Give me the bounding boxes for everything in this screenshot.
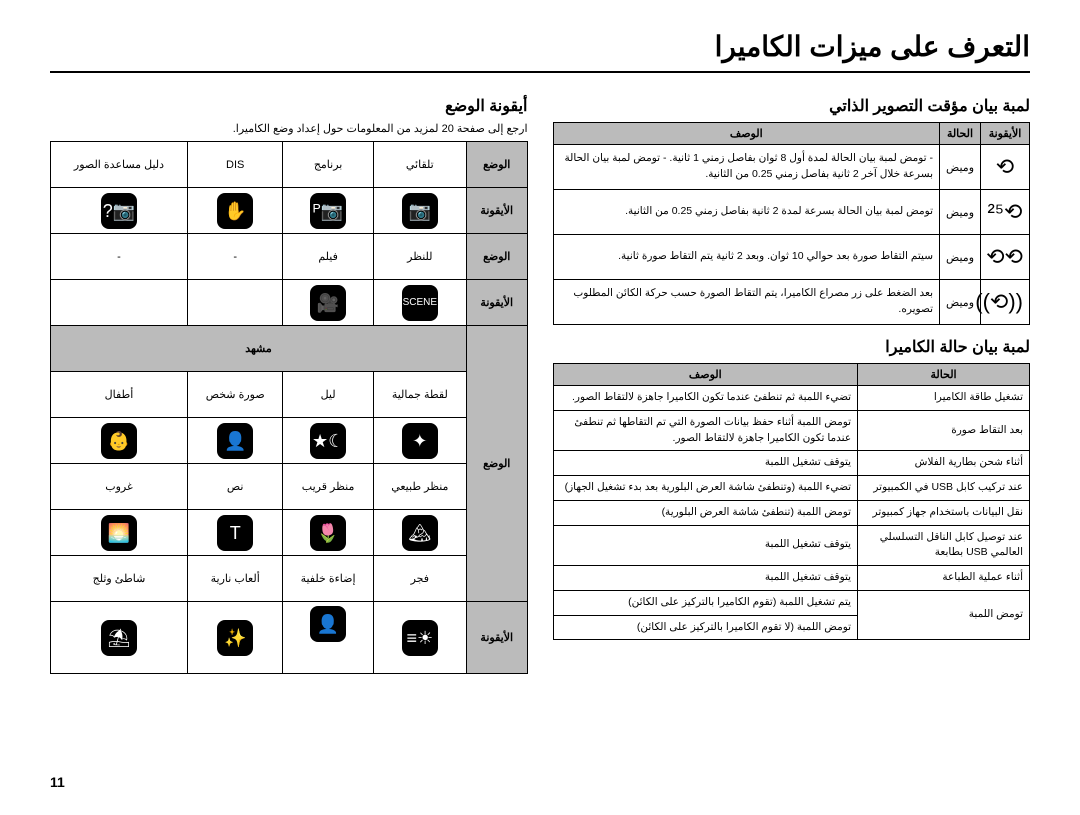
status-desc: يتوقف تشغيل اللمبة <box>553 451 858 476</box>
mode-cell: تلقائي <box>373 142 466 188</box>
mode-cell: شاطئ وثلج <box>51 556 188 602</box>
mode-hdr: الوضع <box>466 234 527 280</box>
status-desc: تضيء اللمبة ثم تنطفئ عندما تكون الكاميرا… <box>553 386 858 411</box>
timer-state: وميض <box>940 190 981 235</box>
mode-cell: غروب <box>51 464 188 510</box>
mode-table-1: الوضع تلقائي برنامج DIS دليل مساعدة الصو… <box>50 141 528 674</box>
timer-desc: سيتم التقاط صورة بعد حوالي 10 ثوان. وبعد… <box>553 235 940 280</box>
mode-cell: للنظر <box>373 234 466 280</box>
status-state: عند توصيل كابل الناقل التسلسلي العالمي U… <box>858 525 1030 566</box>
timer-table: الأيقونة الحالة الوصف ⟲ وميض - تومض لمبة… <box>553 122 1031 325</box>
mode-cell <box>51 280 188 326</box>
night-icon: ☾★ <box>310 423 346 459</box>
camera-icon: 📷 <box>402 193 438 229</box>
status-section-title: لمبة بيان حالة الكاميرا <box>553 337 1031 357</box>
status-state: أثناء عملية الطباعة <box>858 566 1030 591</box>
mode-cell: إضاءة خلفية <box>283 556 373 602</box>
mode-cell: دليل مساعدة الصور <box>51 142 188 188</box>
status-desc: تومض اللمبة أثناء حفظ بيانات الصورة التي… <box>553 410 858 451</box>
mode-cell: فجر <box>373 556 466 602</box>
status-state: أثناء شحن بطارية الفلاش <box>858 451 1030 476</box>
status-state: نقل البيانات باستخدام جهاز كمبيوتر <box>858 500 1030 525</box>
mode-cell: أطفال <box>51 372 188 418</box>
mode-cell: نص <box>187 464 283 510</box>
left-column: أيقونة الوضع ارجع إلى صفحة 20 لمزيد من ا… <box>50 88 528 686</box>
status-state: تومض اللمبة <box>858 590 1030 640</box>
mode-cell: منظر قريب <box>283 464 373 510</box>
mode-cell: منظر طبيعي <box>373 464 466 510</box>
mode-cell: فيلم <box>283 234 373 280</box>
beauty-icon: ✦ <box>402 423 438 459</box>
dawn-icon: ☀≡ <box>402 620 438 656</box>
status-desc: تومض اللمبة (تنطفئ شاشة العرض البلورية) <box>553 500 858 525</box>
mode-hdr: الأيقونة <box>466 188 527 234</box>
mode-cell: ألعاب نارية <box>187 556 283 602</box>
timer-desc: تومض لمبة بيان الحالة بسرعة لمدة 2 ثانية… <box>553 190 940 235</box>
sunset-icon: 🌅 <box>101 515 137 551</box>
status-desc: يتوقف تشغيل اللمبة <box>553 566 858 591</box>
mode-cell: ليل <box>283 372 373 418</box>
status-state: تشغيل طاقة الكاميرا <box>858 386 1030 411</box>
mode-hdr: الأيقونة <box>466 280 527 326</box>
timer-state: وميض <box>940 235 981 280</box>
movie-icon: 🎥 <box>310 285 346 321</box>
timer-th-state: الحالة <box>940 123 981 145</box>
program-icon: 📷ᴾ <box>310 193 346 229</box>
page-title: التعرف على ميزات الكاميرا <box>50 30 1030 73</box>
timer-icon: ⟲⟲ <box>987 239 1023 275</box>
mode-hdr: الوضع <box>466 142 527 188</box>
beach-icon: ⛱ <box>101 620 137 656</box>
portrait-icon: 👤 <box>217 423 253 459</box>
children-icon: 👶 <box>101 423 137 459</box>
mode-cell: لقطة جمالية <box>373 372 466 418</box>
mode-hdr: الأيقونة <box>466 602 527 674</box>
status-state: بعد التقاط صورة <box>858 410 1030 451</box>
text-icon: T <box>217 515 253 551</box>
mode-cell: DIS <box>187 142 283 188</box>
mode-cell: صورة شخص <box>187 372 283 418</box>
status-th-state: الحالة <box>858 364 1030 386</box>
timer-section-title: لمبة بيان مؤقت التصوير الذاتي <box>553 96 1031 116</box>
scene-hdr: مشهد <box>51 326 467 372</box>
mode-section-title: أيقونة الوضع <box>50 96 528 116</box>
timer-icon: ⟲²⁵ <box>987 194 1023 230</box>
mode-cell: - <box>51 234 188 280</box>
status-state: عند تركيب كابل USB في الكمبيوتر <box>858 476 1030 501</box>
scene-icon: SCENE <box>402 285 438 321</box>
right-column: لمبة بيان مؤقت التصوير الذاتي الأيقونة ا… <box>553 88 1031 686</box>
backlight-icon: 👤☀ <box>310 606 346 642</box>
dis-icon: ✋ <box>217 193 253 229</box>
status-table: الحالة الوصف تشغيل طاقة الكاميراتضيء الل… <box>553 363 1031 640</box>
status-desc: يتم تشغيل اللمبة (تقوم الكاميرا بالتركيز… <box>553 590 858 615</box>
mode-cell <box>187 280 283 326</box>
timer-desc: - تومض لمبة بيان الحالة لمدة أول 8 ثوان … <box>553 145 940 190</box>
mode-note: ارجع إلى صفحة 20 لمزيد من المعلومات حول … <box>50 122 528 135</box>
timer-state: وميض <box>940 145 981 190</box>
timer-th-desc: الوصف <box>553 123 940 145</box>
status-desc: تومض اللمبة (لا تقوم الكاميرا بالتركيز ع… <box>553 615 858 640</box>
mode-cell: - <box>187 234 283 280</box>
timer-th-icon: الأيقونة <box>981 123 1030 145</box>
landscape-icon: 🏔 <box>402 515 438 551</box>
status-desc: يتوقف تشغيل اللمبة <box>553 525 858 566</box>
page-number: 11 <box>50 774 65 790</box>
timer-icon: ((⟲)) <box>987 284 1023 320</box>
mode-cell: برنامج <box>283 142 373 188</box>
fireworks-icon: ✨ <box>217 620 253 656</box>
timer-desc: بعد الضغط على زر مصراع الكاميرا، يتم الت… <box>553 280 940 325</box>
guide-icon: 📷? <box>101 193 137 229</box>
timer-icon: ⟲ <box>987 149 1023 185</box>
status-th-desc: الوصف <box>553 364 858 386</box>
closeup-icon: 🌷 <box>310 515 346 551</box>
mode-hdr: الوضع <box>466 326 527 602</box>
status-desc: تضيء اللمبة (وتنطفئ شاشة العرض البلورية … <box>553 476 858 501</box>
